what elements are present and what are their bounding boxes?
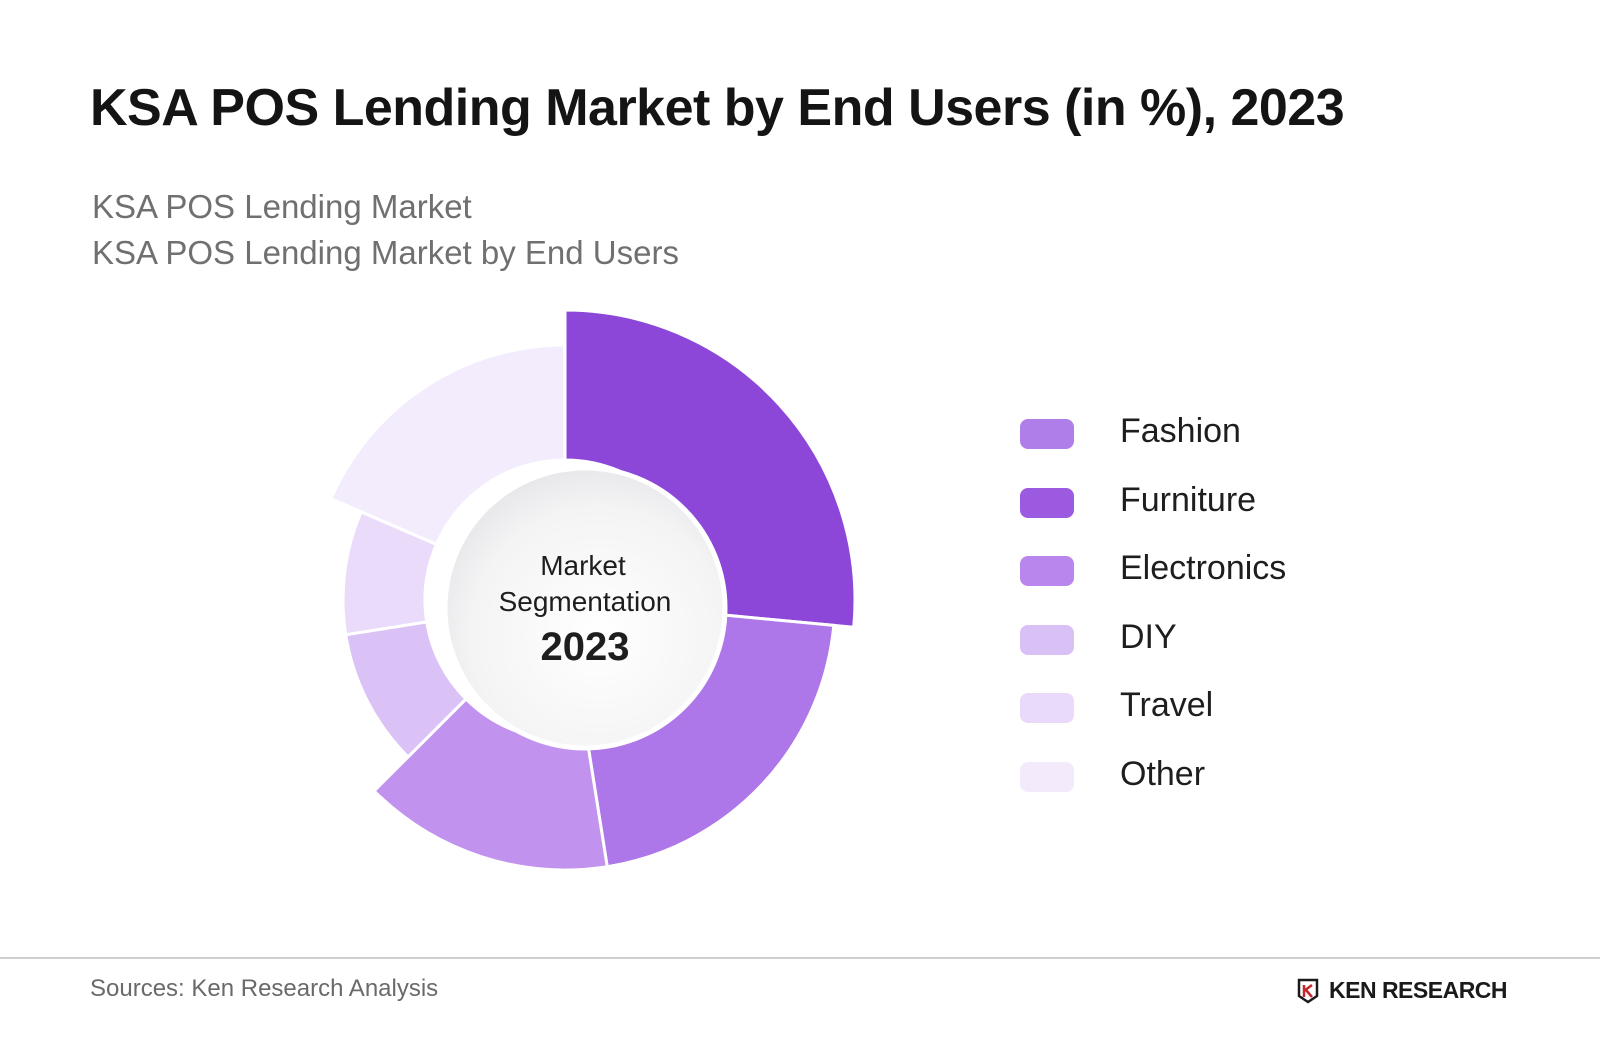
legend-swatch	[1020, 487, 1074, 518]
center-label-line1: Market	[540, 550, 626, 581]
legend-label: Travel	[1120, 686, 1214, 724]
legend-label: DIY	[1120, 617, 1177, 656]
source-note: Sources: Ken Research Analysis	[90, 975, 439, 1002]
chart-subtitle-2: KSA POS Lending Market by End Users	[92, 234, 679, 271]
ken-research-logo-icon	[1297, 978, 1319, 1004]
center-label-line2: Segmentation	[499, 586, 672, 617]
legend-label: Furniture	[1120, 480, 1257, 519]
brand-name: KEN RESEARCH	[1329, 977, 1508, 1003]
legend-swatch	[1020, 693, 1074, 723]
legend-swatch	[1020, 761, 1074, 792]
chart-title: KSA POS Lending Market by End Users (in …	[90, 79, 1345, 137]
legend-swatch	[1020, 624, 1074, 655]
legend-swatch	[1020, 556, 1074, 586]
footer-divider	[0, 957, 1600, 959]
legend-label: Electronics	[1120, 549, 1287, 587]
legend-swatch	[1020, 419, 1074, 449]
legend-label: Fashion	[1120, 412, 1241, 450]
center-disc	[442, 465, 728, 751]
center-year: 2023	[541, 625, 630, 669]
legend-label: Other	[1120, 754, 1206, 793]
slice-other	[328, 343, 567, 547]
chart-subtitle-1: KSA POS Lending Market	[92, 188, 472, 225]
